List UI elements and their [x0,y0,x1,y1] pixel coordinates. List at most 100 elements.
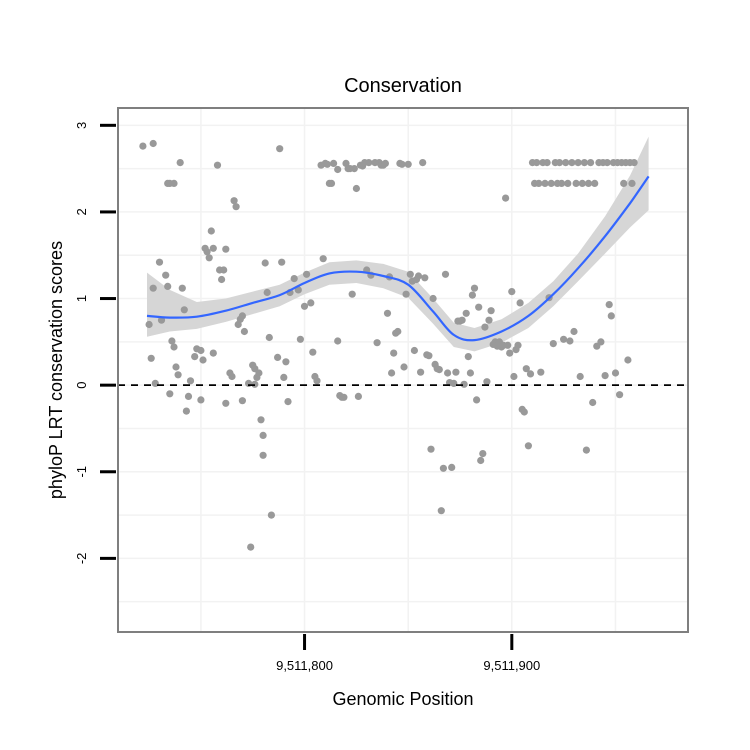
data-point [238,312,246,320]
y-tick-label: 3 [74,122,89,129]
x-tick-label: 9,511,900 [483,658,540,673]
data-point [520,408,528,416]
data-point [435,366,443,374]
data-point [284,398,292,406]
data-point [464,353,472,361]
data-point [468,291,476,299]
data-point [276,145,284,153]
data-point [406,270,414,278]
data-point [232,203,240,211]
data-point [439,464,447,472]
data-point [348,290,356,298]
y-tick-label: 2 [74,208,89,215]
data-point [180,306,188,314]
data-point [410,346,418,355]
data-point [572,179,580,187]
data-point [166,179,174,187]
y-tick-label: -1 [74,466,89,478]
data-point [487,307,495,315]
data-point [620,179,628,187]
data-point [584,179,593,187]
data-point [458,316,466,324]
chart-title: Conservation [344,75,462,97]
y-tick-label: 0 [74,382,89,389]
data-point [483,378,491,386]
data-point [466,369,474,377]
data-point [197,396,205,404]
data-point [209,349,217,357]
data-point [568,159,576,167]
data-point [477,456,485,465]
data-point [429,294,437,303]
data-point [139,142,147,150]
data-point [228,372,236,381]
data-point [452,368,460,376]
data-point [506,349,514,357]
data-point [155,258,164,266]
data-point [473,396,481,404]
data-point [162,271,170,279]
data-point [543,159,551,167]
x-axis-title: Genomic Position [332,689,473,709]
data-point [591,179,599,187]
data-point [182,407,190,415]
data-point [267,511,275,519]
data-point [597,338,605,346]
data-point [213,161,222,169]
data-point [580,159,589,167]
data-point [574,159,582,167]
data-point [313,377,321,385]
data-point [603,159,611,167]
data-point [247,543,255,551]
data-point [172,363,180,371]
data-point [402,290,410,298]
data-point [230,197,238,205]
data-point [149,139,157,148]
data-point [334,165,342,174]
data-point [414,272,423,280]
data-point [373,339,381,347]
data-point [437,507,445,515]
data-point [624,356,632,364]
data-point [205,254,213,262]
data-point [564,179,572,187]
data-point [421,274,429,282]
data-point [398,160,406,168]
data-point [460,380,468,388]
data-point [259,451,267,459]
data-point [441,270,450,278]
data-point [601,372,609,380]
data-point [605,301,613,309]
data-point [566,337,574,345]
data-point [176,159,184,167]
data-point [303,270,311,278]
data-point [174,371,182,379]
data-point [186,377,195,385]
data-point [485,316,493,324]
data-point [222,399,230,407]
data-point [481,323,489,331]
data-point [558,179,566,187]
data-point [535,179,543,187]
data-point [145,320,153,329]
data-point [327,179,336,187]
data-point [562,159,570,167]
data-point [240,327,248,336]
data-point [510,372,518,381]
data-point [607,312,615,320]
data-point [220,266,228,274]
x-tick-label: 9,511,800 [276,658,333,673]
data-point [537,368,545,376]
data-point [257,416,265,424]
data-point [340,393,348,401]
data-point [330,159,338,167]
data-point [479,450,487,458]
data-point [628,179,636,187]
data-point [504,341,512,349]
data-point [222,245,230,253]
data-point [164,282,172,290]
data-point [307,299,315,307]
data-point [365,159,373,167]
data-point [207,227,215,235]
data-point [444,369,452,377]
